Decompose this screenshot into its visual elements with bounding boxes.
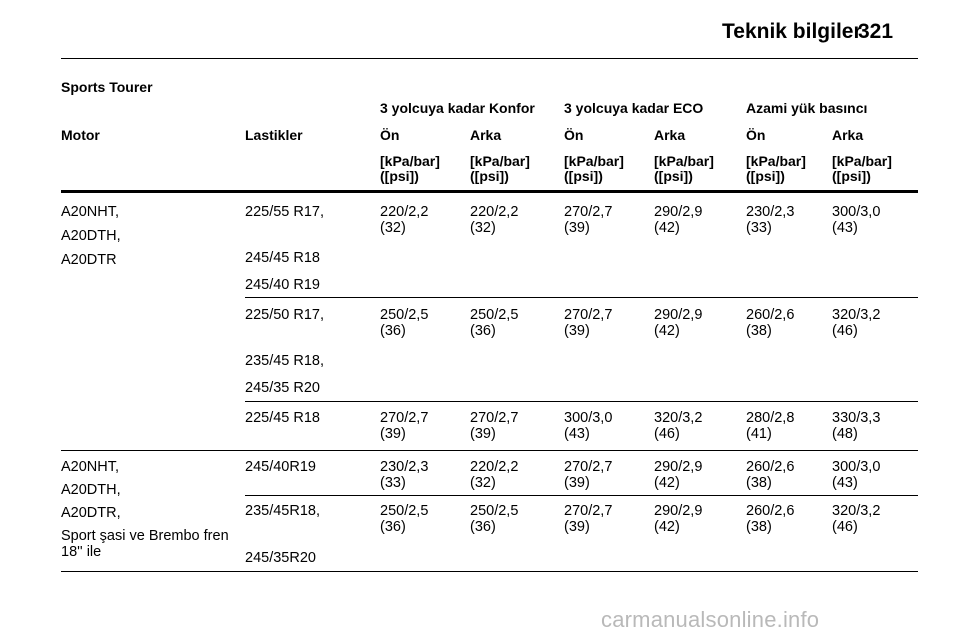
pressure-cell: 230/2,3 (33) (380, 459, 429, 491)
unit-header: [kPa/bar] ([psi]) (564, 153, 624, 184)
pressure-cell: 250/2,5 (36) (380, 503, 429, 535)
tires-cell: 225/50 R17, 235/45 R18, 245/35 R20 (245, 307, 325, 396)
motor-cell: A20NHT, A20DTH, A20DTR (61, 204, 121, 268)
page-header-title: Teknik bilgiler (722, 20, 862, 43)
pressure-cell: 300/3,0 (43) (832, 204, 881, 236)
unit-header: [kPa/bar] ([psi]) (470, 153, 530, 184)
pressure-cell: 270/2,7 (39) (564, 459, 613, 491)
pressure-cell: 320/3,2 (46) (832, 307, 881, 339)
pressure-cell: 290/2,9 (42) (654, 204, 703, 236)
unit-header: [kPa/bar] ([psi]) (832, 153, 892, 184)
pressure-cell: 220/2,2 (32) (470, 459, 519, 491)
group-divider (61, 450, 918, 451)
pressure-cell: 250/2,5 (36) (470, 503, 519, 535)
col-header-motor: Motor (61, 127, 100, 143)
tires-cell: 225/55 R17, 245/45 R18 245/40 R19 (245, 204, 325, 293)
pressure-cell: 220/2,2 (32) (470, 204, 519, 236)
col-header-rear: Arka (832, 127, 864, 143)
pressure-cell: 260/2,6 (38) (746, 459, 795, 491)
col-header-rear: Arka (654, 127, 686, 143)
header-rule (61, 58, 918, 59)
row-divider (245, 297, 918, 298)
pressure-cell: 270/2,7 (39) (564, 204, 613, 236)
pressure-cell: 270/2,7 (39) (564, 503, 613, 535)
tires-cell: 225/45 R18 (245, 410, 320, 426)
group-header-comfort: 3 yolcuya kadar Konfor (380, 100, 535, 116)
unit-header: [kPa/bar] ([psi]) (380, 153, 440, 184)
pressure-cell: 260/2,6 (38) (746, 307, 795, 339)
col-header-tires: Lastikler (245, 127, 303, 143)
pressure-cell: 220/2,2 (32) (380, 204, 429, 236)
pressure-cell: 300/3,0 (43) (564, 410, 613, 442)
col-header-rear: Arka (470, 127, 502, 143)
pressure-cell: 230/2,3 (33) (746, 204, 795, 236)
pressure-cell: 290/2,9 (42) (654, 307, 703, 339)
row-divider (245, 401, 918, 402)
pressure-cell: 250/2,5 (36) (470, 307, 519, 339)
pressure-cell: 320/3,2 (46) (654, 410, 703, 442)
pressure-cell: 260/2,6 (38) (746, 503, 795, 535)
col-header-front: Ön (564, 127, 584, 143)
watermark-text: carmanualsonline.info (601, 607, 820, 632)
page-number: 321 (858, 20, 894, 43)
motor-cell: A20NHT, A20DTH, A20DTR, Sport şasi ve Br… (61, 459, 229, 560)
pressure-cell: 250/2,5 (36) (380, 307, 429, 339)
pressure-cell: 280/2,8 (41) (746, 410, 795, 442)
pressure-cell: 290/2,9 (42) (654, 503, 703, 535)
group-header-max-load: Azami yük basıncı (746, 100, 868, 116)
pressure-cell: 270/2,7 (39) (380, 410, 429, 442)
pressure-cell: 270/2,7 (39) (564, 307, 613, 339)
unit-header: [kPa/bar] ([psi]) (746, 153, 806, 184)
section-title: Sports Tourer (61, 79, 153, 95)
row-divider (245, 495, 918, 496)
col-header-front: Ön (380, 127, 400, 143)
tires-cell: 235/45R18, 245/35R20 (245, 503, 320, 566)
table-header-rule (61, 190, 918, 193)
pressure-cell: 290/2,9 (42) (654, 459, 703, 491)
col-header-front: Ön (746, 127, 766, 143)
pressure-cell: 330/3,3 (48) (832, 410, 881, 442)
pressure-cell: 270/2,7 (39) (470, 410, 519, 442)
tires-cell: 245/40R19 (245, 459, 316, 475)
table-bottom-rule (61, 571, 918, 572)
unit-header: [kPa/bar] ([psi]) (654, 153, 714, 184)
pressure-cell: 300/3,0 (43) (832, 459, 881, 491)
pressure-cell: 320/3,2 (46) (832, 503, 881, 535)
group-header-eco: 3 yolcuya kadar ECO (564, 100, 704, 116)
